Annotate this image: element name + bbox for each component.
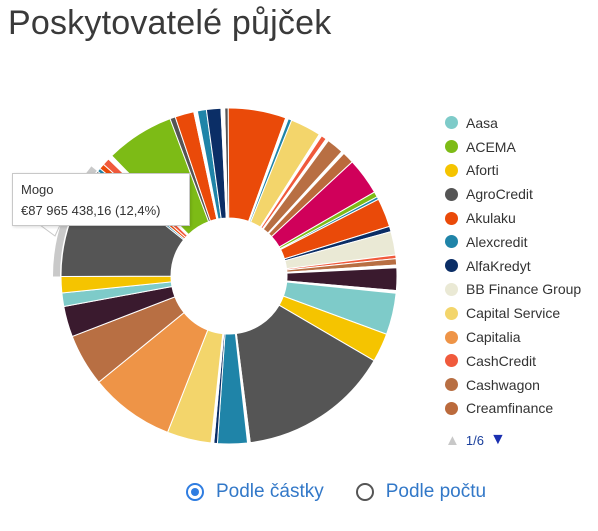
radio-by-count[interactable]: Podle počtu (355, 481, 487, 503)
legend-page-indicator: 1/6 (465, 432, 484, 448)
legend-item[interactable]: AlfaKredyt (445, 254, 595, 278)
legend-label: ACEMA (466, 138, 516, 155)
page-title: Poskytovatelé půjček (8, 4, 332, 42)
triangle-down-icon[interactable]: ▼ (489, 431, 506, 448)
legend-pagination: ▲ 1/6 ▼ (445, 432, 506, 448)
donut-slice[interactable] (220, 107, 228, 219)
legend-label: Capitalia (466, 329, 521, 346)
legend-swatch (445, 378, 458, 392)
legend-label: AlfaKredyt (466, 257, 531, 274)
legend-item[interactable]: Capital Service (445, 301, 595, 325)
legend-item[interactable]: Akulaku (445, 206, 595, 230)
legend-item[interactable]: Alexcredit (445, 230, 595, 254)
tooltip-pointer (38, 224, 61, 237)
legend-label: CashCredit (466, 352, 537, 369)
chart-legend: Aasa ACEMA Aforti AgroCredit Akulaku Alexcred… (445, 111, 595, 420)
legend-swatch (445, 306, 458, 320)
legend-swatch (445, 354, 458, 368)
radio-checked-icon[interactable] (186, 483, 204, 501)
legend-item[interactable]: Aforti (445, 159, 595, 183)
legend-swatch (445, 330, 458, 344)
legend-swatch (445, 187, 458, 201)
legend-item[interactable]: Capitalia (445, 325, 595, 349)
radio-label-count[interactable]: Podle počtu (385, 481, 487, 502)
legend-item[interactable]: Cashwagon (445, 373, 595, 397)
triangle-up-icon[interactable]: ▲ (445, 431, 460, 449)
legend-label: Capital Service (466, 305, 561, 322)
legend-label: Alexcredit (466, 233, 528, 250)
legend-item[interactable]: AgroCredit (445, 182, 595, 206)
legend-swatch (445, 211, 458, 225)
legend-item[interactable]: ACEMA (445, 135, 595, 159)
tooltip-value: €87 965 438,16 (12,4%) (21, 203, 161, 218)
legend-swatch (445, 163, 458, 177)
legend-label: Akulaku (466, 210, 516, 227)
legend-swatch (445, 401, 458, 415)
radio-by-amount[interactable]: Podle částky (186, 481, 324, 503)
legend-label: Aforti (466, 162, 499, 179)
legend-swatch (445, 282, 458, 296)
tooltip-name: Mogo (21, 182, 54, 197)
legend-swatch (445, 235, 458, 249)
legend-label: Creamfinance (466, 400, 554, 417)
view-mode-radio-group: Podle částky Podle počtu (186, 481, 518, 503)
donut-chart[interactable] (0, 0, 440, 470)
chart-tooltip: Mogo €87 965 438,16 (12,4%) (12, 173, 190, 226)
donut-slice[interactable] (235, 304, 375, 444)
radio-unchecked-icon[interactable] (355, 483, 374, 501)
legend-swatch (445, 116, 458, 130)
legend-label: Aasa (466, 114, 498, 131)
legend-label: AgroCredit (466, 186, 533, 203)
legend-swatch (445, 140, 458, 154)
legend-item[interactable]: Aasa (445, 111, 595, 135)
legend-label: Cashwagon (466, 376, 540, 393)
legend-item[interactable]: BB Finance Group (445, 278, 595, 302)
legend-swatch (445, 259, 458, 273)
legend-item[interactable]: CashCredit (445, 349, 595, 373)
legend-item[interactable]: Creamfinance (445, 397, 595, 421)
radio-label-amount[interactable]: Podle částky (216, 481, 324, 502)
legend-label: BB Finance Group (466, 281, 582, 298)
